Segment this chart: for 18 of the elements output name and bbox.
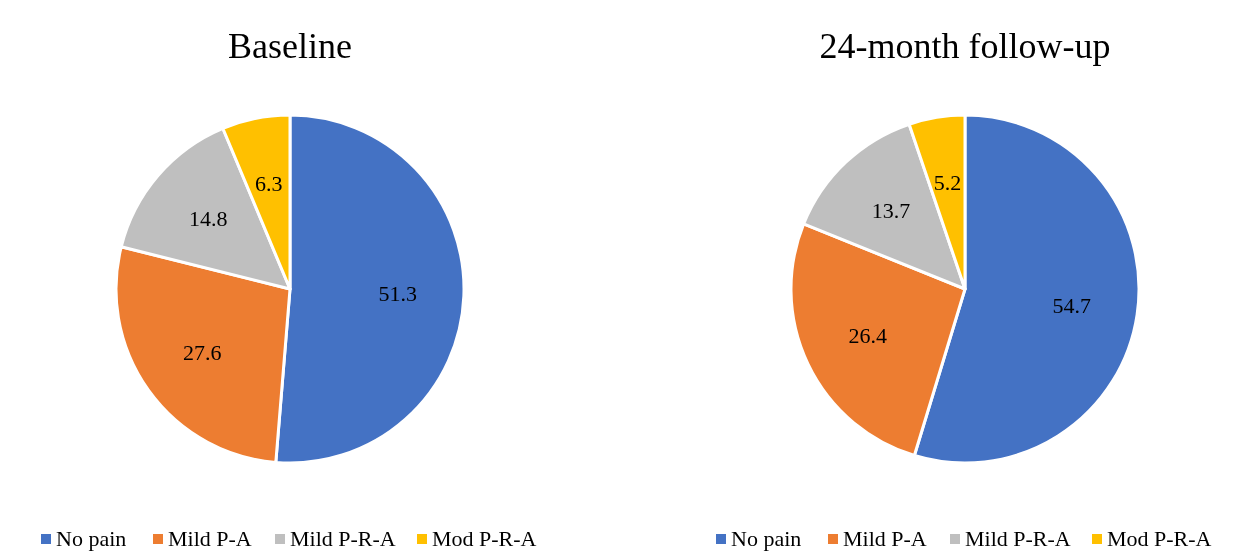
legend-label: Mild P-R-A (965, 526, 1071, 551)
legend-label: Mild P-A (168, 526, 252, 551)
data-label: 54.7 (1052, 292, 1091, 318)
legend-label: Mild P-R-A (290, 526, 396, 551)
legend-label: Mod P-R-A (1107, 526, 1212, 551)
data-label: 51.3 (378, 281, 418, 307)
data-label: 27.6 (183, 339, 222, 365)
chart-title: 24-month follow-up (819, 26, 1111, 66)
legend-label: No pain (56, 526, 127, 551)
chart-title: Baseline (228, 26, 352, 66)
data-label: 26.4 (848, 323, 887, 349)
legend-label: Mod P-R-A (432, 526, 537, 551)
legend-label: Mild P-A (843, 526, 927, 551)
data-label: 13.7 (871, 198, 911, 224)
data-label: 5.2 (933, 170, 962, 196)
data-label: 14.8 (188, 206, 228, 232)
data-label: 6.3 (255, 170, 283, 196)
legend-label: No pain (731, 526, 802, 551)
